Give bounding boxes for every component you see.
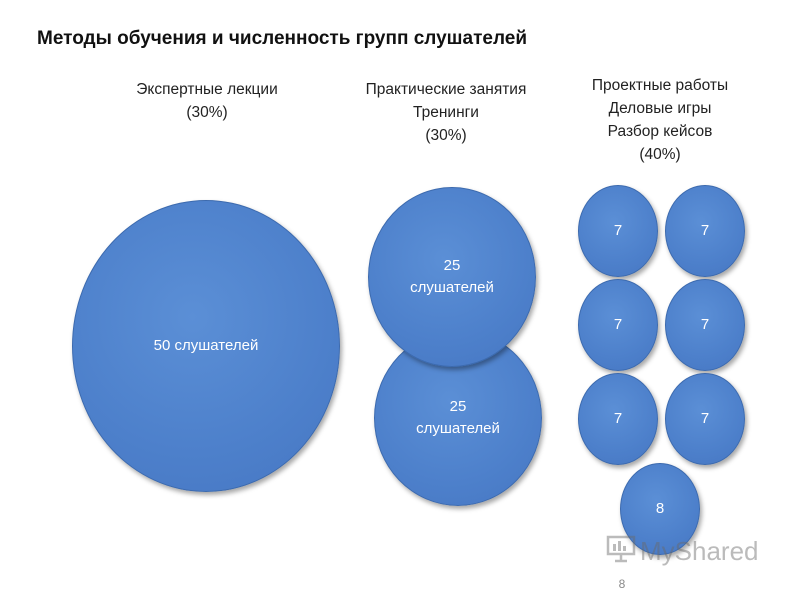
column-header-line: Практические занятия [365,81,527,98]
circle-label: 25 слушателей [410,255,494,299]
column-header-line: Разбор кейсов [607,123,713,140]
column-header-line: Проектные работы [591,77,729,94]
project-group-circle: 8 [620,463,700,555]
circle-label: 7 [613,316,623,333]
column-header-line: (40%) [639,146,681,163]
column-header-line: Экспертные лекции [136,81,278,98]
watermark-text: MyShared [640,536,759,566]
circle-label: 7 [700,410,710,427]
column-header-lectures: Экспертные лекции (30%) [107,78,307,124]
circle-label: 7 [613,222,623,239]
circle-label: 7 [613,410,623,427]
project-group-circle: 7 [578,185,658,277]
project-group-circle: 7 [665,185,745,277]
circle-label: 7 [700,222,710,239]
circle-label: 8 [655,500,665,517]
project-group-circle: 7 [665,373,745,465]
circle-label-line: 25 [443,257,461,274]
column-header-line: Тренинги [413,104,479,121]
project-group-circle: 7 [578,279,658,371]
column-header-line: (30%) [425,127,467,144]
circle-label-line: 25 [449,398,467,415]
slide-title: Методы обучения и численность групп слуш… [37,28,528,49]
circle-label: 50 слушателей [153,337,259,354]
presentation-board-icon [606,533,640,570]
page-number: 8 [618,577,626,591]
column-header-projects: Проектные работы Деловые игры Разбор кей… [560,74,760,166]
project-group-circle: 7 [578,373,658,465]
circle-label: 25 слушателей [416,396,500,440]
circle-label-line: слушателей [410,279,494,296]
watermark: MyShared [606,533,759,570]
column-header-practice: Практические занятия Тренинги (30%) [336,78,556,147]
column-header-line: Деловые игры [608,100,712,117]
practice-group-circle: 25 слушателей [368,187,536,367]
circle-label: 7 [700,316,710,333]
lectures-group-circle: 50 слушателей [72,200,340,492]
circle-label-line: слушателей [416,420,500,437]
project-group-circle: 7 [665,279,745,371]
column-header-line: (30%) [186,104,228,121]
